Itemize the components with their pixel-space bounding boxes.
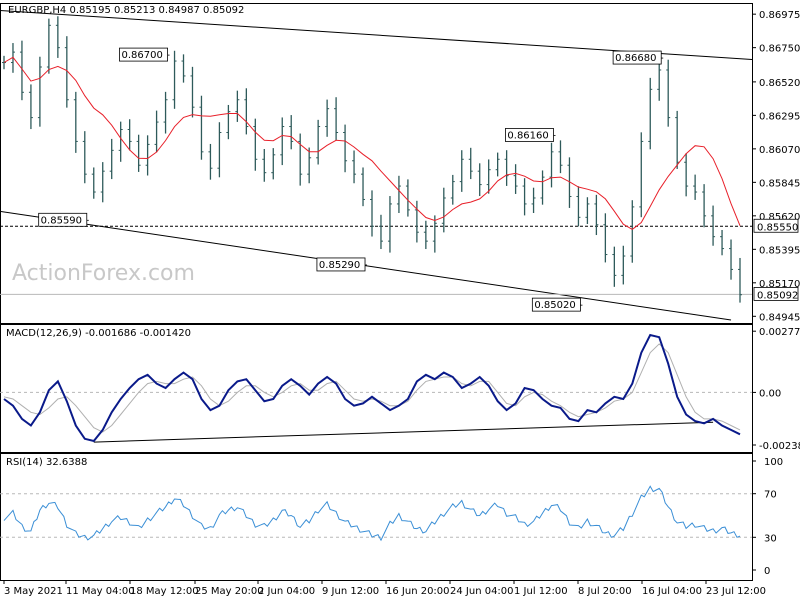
x-tick-label: 23 Jul 12:00 (706, 586, 766, 597)
key-point-box (505, 128, 554, 142)
price-y-tick-label: 0.85395 (759, 245, 800, 256)
key-point-label: 0.86680 (615, 53, 656, 64)
price-y-tick-label: 0.85845 (759, 178, 800, 189)
key-point-box (38, 212, 88, 227)
macd-y-tick-label: 0.00 (759, 388, 781, 399)
rsi-panel-frame (0, 453, 753, 581)
rsi-line (3, 485, 741, 542)
current-price-tag: 0.85092 (757, 290, 798, 301)
x-tick-label: 1 Jul 12:00 (514, 586, 568, 597)
price-y-tick-label: 0.86750 (759, 44, 800, 55)
x-tick-label: 8 Jul 20:00 (578, 586, 632, 597)
x-tick-label: 16 Jun 20:00 (386, 586, 450, 597)
key-point-box (119, 47, 168, 62)
lower-channel-line (0, 210, 732, 321)
x-tick-label: 3 May 2021 (4, 586, 63, 597)
price-y-tick-label: 0.86070 (759, 145, 800, 156)
current-price-tag-box (753, 287, 799, 301)
price-panel: 0.86975 0.86750 0.86520 0.86295 0.86070 0.858… (0, 9, 800, 323)
rsi-title: RSI(14) 32.6388 (6, 457, 87, 468)
macd-signal-line (3, 343, 741, 433)
price-y-tick-label: 0.85620 (759, 212, 800, 223)
key-point-box (612, 50, 662, 65)
macd-line (3, 333, 741, 443)
rsi-y-tick-label: 100 (764, 457, 783, 468)
key-point-box (316, 257, 366, 272)
x-tick-label: 18 May 12:00 (130, 586, 199, 597)
x-tick-label: 25 May 20:00 (195, 586, 264, 597)
key-point-label: 0.85590 (41, 215, 82, 226)
x-tick-label: 9 Jun 12:00 (322, 586, 379, 597)
key-point-label: 0.86700 (121, 50, 162, 61)
price-y-tick-label: 0.86520 (759, 78, 800, 89)
key-point-box (531, 297, 581, 312)
x-tick-label: 2 Jun 04:00 (258, 586, 315, 597)
macd-trendline (93, 421, 714, 443)
price-panel-frame (0, 3, 753, 324)
x-tick-label: 11 May 04:00 (66, 586, 135, 597)
price-y-tick-label: 0.86975 (759, 10, 800, 21)
macd-title: MACD(12,26,9) -0.001686 -0.001420 (6, 328, 191, 339)
macd-panel: 0.002774 0.00 -0.002383 (0, 327, 800, 452)
rsi-y-tick-label: 70 (764, 490, 777, 501)
rsi-y-tick-label: 30 (764, 533, 777, 544)
x-tick-label: 16 Jul 04:00 (642, 586, 702, 597)
macd-y-tick-label: -0.002383 (759, 441, 800, 452)
rsi-y-tick-label: 0 (764, 566, 770, 577)
moving-average-line (3, 56, 741, 231)
key-point-label: 0.86160 (507, 130, 548, 141)
x-tick-label: 24 Jun 04:00 (450, 586, 514, 597)
price-y-tick-label: 0.86295 (759, 111, 800, 122)
dashed-level-tag: 0.85550 (757, 222, 798, 233)
dashed-level-tag-box (753, 218, 799, 233)
macd-y-tick-label: 0.002774 (759, 327, 800, 338)
macd-panel-frame (0, 324, 753, 453)
price-chart-title: EURGBP,H4 0.85195 0.85213 0.84987 0.8509… (8, 5, 244, 16)
key-point-label: 0.85290 (319, 260, 360, 271)
rsi-panel: 100 70 30 0 (0, 457, 783, 577)
watermark-text: ActionForex.com (12, 261, 195, 286)
price-y-tick-label: 0.85170 (759, 279, 800, 290)
price-y-tick-label: 0.84945 (759, 312, 800, 323)
key-point-label: 0.85020 (534, 300, 575, 311)
